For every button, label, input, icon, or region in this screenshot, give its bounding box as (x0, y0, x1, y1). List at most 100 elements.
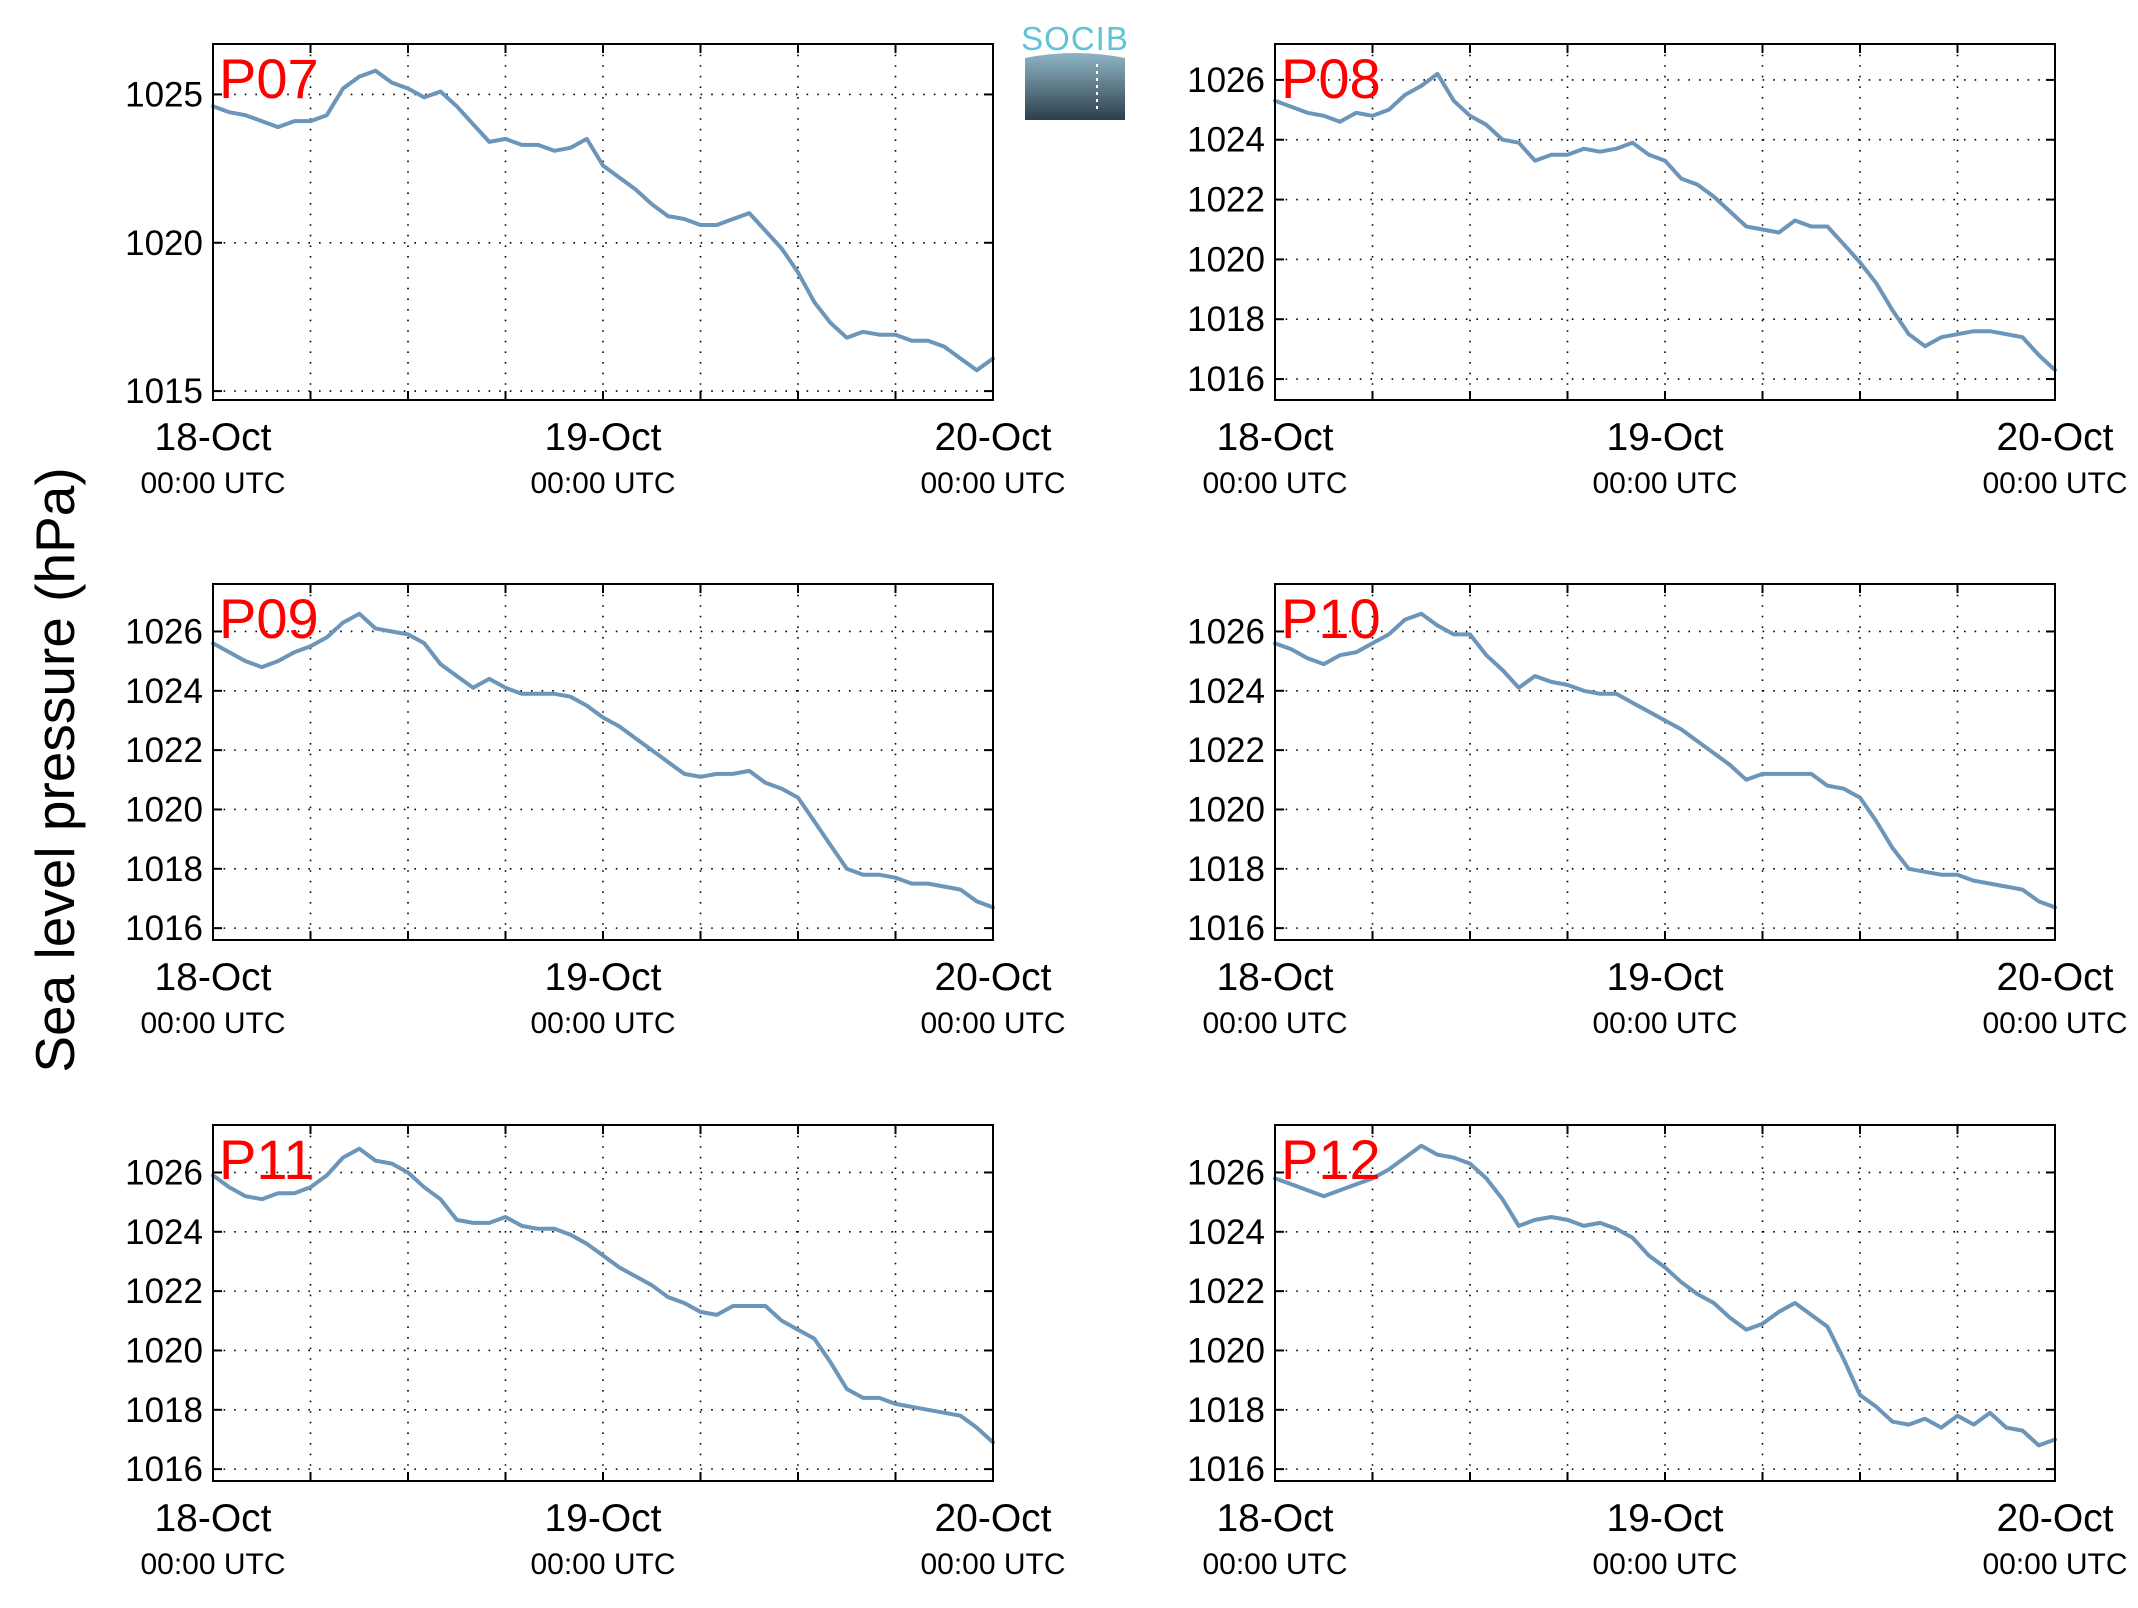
y-tick-label: 1016 (125, 1450, 203, 1489)
x-tick-time-label: 00:00 UTC (920, 1007, 1065, 1040)
x-tick-date-label: 19-Oct (1606, 956, 1723, 999)
x-tick-date-label: 19-Oct (544, 956, 661, 999)
y-tick-label: 1018 (1187, 300, 1265, 339)
plot-frame (212, 583, 994, 941)
x-tick-date-label: 20-Oct (1996, 416, 2113, 459)
logo-wave-block (1025, 53, 1125, 120)
y-tick-label: 1018 (1187, 850, 1265, 889)
y-tick-label: 1020 (1187, 790, 1265, 829)
panel-label: P09 (219, 587, 319, 650)
x-tick-date-label: 18-Oct (1216, 1497, 1333, 1540)
x-tick-time-label: 00:00 UTC (530, 467, 675, 500)
y-tick-label: 1026 (125, 1153, 203, 1192)
series-line-p12 (1273, 1143, 2057, 1448)
y-tick-label: 1022 (1187, 1272, 1265, 1311)
y-tick-label: 1020 (125, 790, 203, 829)
panel-label: P10 (1281, 587, 1381, 650)
y-tick-label: 1025 (125, 75, 203, 114)
x-tick-time-label: 00:00 UTC (1592, 467, 1737, 500)
socib-logo: SOCIB (1021, 20, 1129, 120)
x-tick-date-label: 18-Oct (154, 416, 271, 459)
y-tick-label: 1024 (125, 672, 203, 711)
y-tick-label: 1026 (1187, 61, 1265, 100)
series-line-p10 (1273, 611, 2057, 910)
panel-p07: 1015 1020 1025 18-Oct 00:00 UTC 19-Oct 00:00 U… (125, 43, 1066, 500)
x-tick-time-label: 00:00 UTC (1592, 1007, 1737, 1040)
y-tick-label: 1026 (1187, 612, 1265, 651)
panels: 1015 1020 1025 18-Oct 00:00 UTC 19-Oct 00:00 U… (125, 43, 2128, 1581)
x-tick-time-label: 00:00 UTC (1982, 1007, 2127, 1040)
x-tick-time-label: 00:00 UTC (1202, 1548, 1347, 1581)
x-tick-time-label: 00:00 UTC (1982, 467, 2127, 500)
x-tick-date-label: 20-Oct (934, 1497, 1051, 1540)
y-axis-label: Sea level pressure (hPa) (24, 467, 86, 1072)
y-tick-label: 1016 (1187, 1450, 1265, 1489)
x-tick-date-label: 19-Oct (544, 416, 661, 459)
x-tick-time-label: 00:00 UTC (140, 1548, 285, 1581)
x-tick-time-label: 00:00 UTC (1202, 1007, 1347, 1040)
panel-label: P11 (219, 1128, 314, 1191)
x-tick-date-label: 19-Oct (1606, 1497, 1723, 1540)
y-tick-label: 1026 (1187, 1153, 1265, 1192)
y-tick-label: 1018 (125, 850, 203, 889)
plot-frame (212, 43, 994, 401)
x-tick-date-label: 20-Oct (1996, 956, 2113, 999)
y-tick-label: 1022 (125, 731, 203, 770)
y-tick-label: 1016 (1187, 360, 1265, 399)
y-tick-label: 1020 (125, 1331, 203, 1370)
series-line-p11 (211, 1146, 995, 1445)
y-tick-label: 1020 (1187, 1331, 1265, 1370)
y-tick-label: 1024 (1187, 672, 1265, 711)
plot-frame (1274, 1124, 2056, 1482)
x-tick-date-label: 18-Oct (1216, 416, 1333, 459)
plot-frame (1274, 43, 2056, 401)
panel-label: P07 (219, 47, 319, 110)
panel-p10: 1016 1018 1020 1022 1024 1026 18-Oct 00:00 UTC 1… (1187, 583, 2128, 1040)
panel-label: P08 (1281, 47, 1381, 110)
x-tick-date-label: 18-Oct (1216, 956, 1333, 999)
x-tick-date-label: 20-Oct (1996, 1497, 2113, 1540)
y-tick-label: 1018 (125, 1391, 203, 1430)
panel-p11: 1016 1018 1020 1022 1024 1026 18-Oct 00:00 UTC 1… (125, 1124, 1066, 1581)
plot-frame (212, 1124, 994, 1482)
x-tick-time-label: 00:00 UTC (140, 1007, 285, 1040)
y-tick-label: 1022 (1187, 731, 1265, 770)
logo-text: SOCIB (1021, 20, 1129, 57)
plot-frame (1274, 583, 2056, 941)
panel-label: P12 (1281, 1128, 1381, 1191)
y-tick-label: 1020 (1187, 240, 1265, 279)
x-tick-date-label: 20-Oct (934, 416, 1051, 459)
x-tick-time-label: 00:00 UTC (920, 1548, 1065, 1581)
series-line-p09 (211, 611, 995, 910)
y-tick-label: 1026 (125, 612, 203, 651)
panel-p12: 1016 1018 1020 1022 1024 1026 18-Oct 00:00 UTC 1… (1187, 1124, 2128, 1581)
y-tick-label: 1016 (125, 909, 203, 948)
x-tick-time-label: 00:00 UTC (140, 467, 285, 500)
x-tick-time-label: 00:00 UTC (530, 1548, 675, 1581)
y-tick-label: 1022 (125, 1272, 203, 1311)
x-tick-time-label: 00:00 UTC (1202, 467, 1347, 500)
x-tick-time-label: 00:00 UTC (1982, 1548, 2127, 1581)
series-line-p08 (1273, 71, 2057, 373)
y-tick-label: 1024 (1187, 1213, 1265, 1252)
y-tick-label: 1018 (1187, 1391, 1265, 1430)
y-tick-label: 1020 (125, 224, 203, 263)
x-tick-time-label: 00:00 UTC (530, 1007, 675, 1040)
x-tick-time-label: 00:00 UTC (1592, 1548, 1737, 1581)
x-tick-date-label: 18-Oct (154, 956, 271, 999)
x-tick-date-label: 19-Oct (1606, 416, 1723, 459)
x-tick-date-label: 19-Oct (544, 1497, 661, 1540)
y-tick-label: 1024 (125, 1213, 203, 1252)
y-tick-label: 1016 (1187, 909, 1265, 948)
x-tick-date-label: 20-Oct (934, 956, 1051, 999)
y-tick-label: 1024 (1187, 121, 1265, 160)
x-tick-date-label: 18-Oct (154, 1497, 271, 1540)
x-tick-time-label: 00:00 UTC (920, 467, 1065, 500)
panel-p08: 1016 1018 1020 1022 1024 1026 18-Oct 00:00 UTC 1… (1187, 43, 2128, 500)
panel-p09: 1016 1018 1020 1022 1024 1026 18-Oct 00:00 UTC 1… (125, 583, 1066, 1040)
y-tick-label: 1022 (1187, 181, 1265, 220)
y-tick-label: 1015 (125, 372, 203, 411)
series-line-p07 (211, 68, 995, 373)
